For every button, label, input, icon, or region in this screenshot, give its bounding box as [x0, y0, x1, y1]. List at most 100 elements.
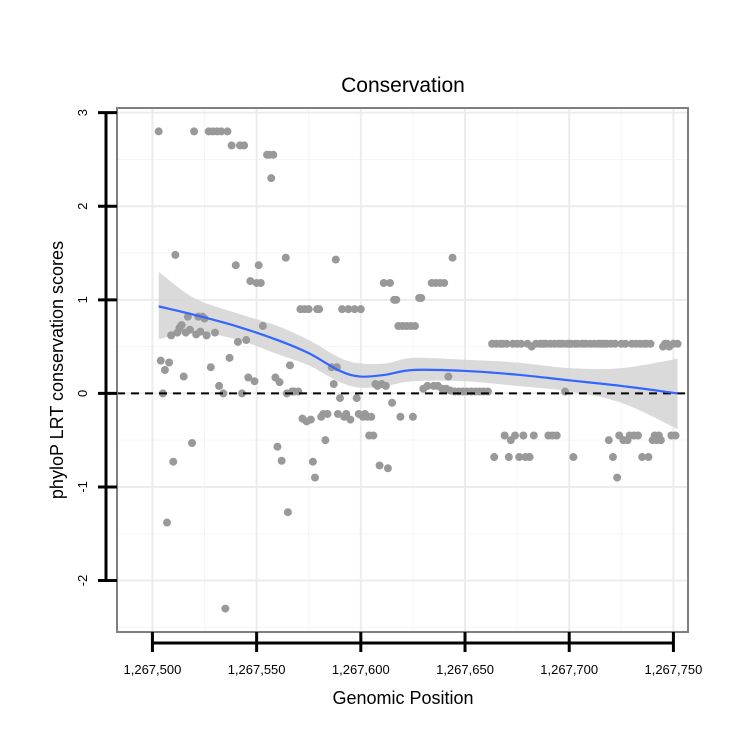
data-point — [352, 394, 361, 403]
data-point — [167, 331, 176, 340]
data-point — [385, 278, 394, 287]
data-point — [388, 398, 397, 407]
data-point — [608, 453, 617, 462]
data-point — [304, 305, 313, 314]
y-tick-label: 2 — [75, 203, 90, 210]
data-point — [656, 436, 665, 445]
data-point — [256, 278, 265, 287]
x-tick-label: 1,267,700 — [540, 662, 598, 677]
data-point — [238, 389, 247, 398]
data-point — [188, 438, 197, 447]
data-point — [246, 277, 255, 286]
data-point — [511, 431, 520, 440]
data-point — [346, 415, 355, 424]
data-point — [569, 453, 578, 462]
data-point — [244, 373, 253, 382]
plot-panel-border — [116, 107, 689, 633]
data-point — [221, 604, 230, 613]
data-point — [156, 356, 165, 365]
data-point — [423, 381, 432, 390]
data-point — [323, 409, 332, 418]
data-point — [621, 339, 630, 348]
data-point — [500, 431, 509, 440]
data-point — [321, 436, 330, 445]
data-point — [273, 442, 282, 451]
data-point — [646, 339, 655, 348]
data-point — [517, 339, 526, 348]
data-point — [269, 150, 278, 159]
data-point — [306, 415, 315, 424]
data-point — [179, 372, 188, 381]
data-point — [285, 361, 294, 370]
data-point — [633, 431, 642, 440]
x-tick-label: 1,267,600 — [332, 662, 390, 677]
data-point — [604, 436, 613, 445]
data-point — [277, 456, 286, 465]
data-point — [638, 453, 647, 462]
smooth-curve-layer — [158, 305, 678, 395]
data-point — [154, 127, 163, 136]
data-point — [417, 293, 426, 302]
data-point — [552, 431, 561, 440]
data-point — [310, 473, 319, 482]
data-point — [242, 336, 251, 345]
data-point — [225, 353, 234, 362]
data-point — [275, 378, 284, 387]
data-point — [490, 453, 499, 462]
x-tick-label: 1,267,500 — [124, 662, 182, 677]
data-point — [515, 453, 524, 462]
data-point — [375, 461, 384, 470]
data-point — [329, 380, 338, 389]
data-point — [392, 295, 401, 304]
data-point — [210, 328, 219, 337]
data-point — [396, 412, 405, 421]
data-point — [333, 409, 342, 418]
y-axis-title: phyloP LRT conservation scores — [47, 241, 67, 499]
data-point — [369, 431, 378, 440]
data-point — [335, 394, 344, 403]
data-point — [344, 305, 353, 314]
data-point — [281, 253, 290, 262]
data-point — [644, 453, 653, 462]
data-point — [254, 261, 263, 270]
data-point — [350, 305, 359, 314]
data-point — [519, 431, 528, 440]
data-point — [165, 358, 174, 367]
data-point — [258, 322, 267, 331]
data-point — [283, 508, 292, 517]
data-point — [673, 339, 682, 348]
data-point — [190, 127, 199, 136]
data-point — [231, 261, 240, 270]
data-point — [529, 431, 538, 440]
data-point — [440, 278, 449, 287]
data-point — [223, 127, 232, 136]
x-axis: 1,267,500 1,267,550 1,267,600 1,267,650 1,26… — [124, 632, 702, 677]
data-point — [331, 255, 340, 264]
data-point — [267, 174, 276, 183]
data-point — [202, 331, 211, 340]
data-point — [671, 431, 680, 440]
data-point — [250, 377, 259, 386]
data-point — [444, 372, 453, 381]
data-point — [196, 327, 205, 336]
data-point — [502, 339, 511, 348]
data-point — [308, 457, 317, 466]
data-point — [315, 305, 324, 314]
smooth-curve — [158, 305, 678, 395]
data-point — [356, 305, 365, 314]
data-point — [504, 453, 513, 462]
y-tick-label: -1 — [75, 481, 90, 493]
x-tick-label: 1,267,650 — [436, 662, 494, 677]
data-point — [338, 305, 347, 314]
data-point — [171, 250, 180, 259]
data-point — [379, 278, 388, 287]
data-point — [219, 389, 228, 398]
data-point — [169, 457, 178, 466]
data-point — [163, 518, 172, 527]
data-point — [177, 321, 186, 330]
data-point — [613, 473, 622, 482]
x-axis-title: Genomic Position — [332, 688, 473, 708]
y-axis: -2 -1 0 1 2 3 — [75, 109, 117, 586]
y-tick-label: 1 — [75, 296, 90, 303]
